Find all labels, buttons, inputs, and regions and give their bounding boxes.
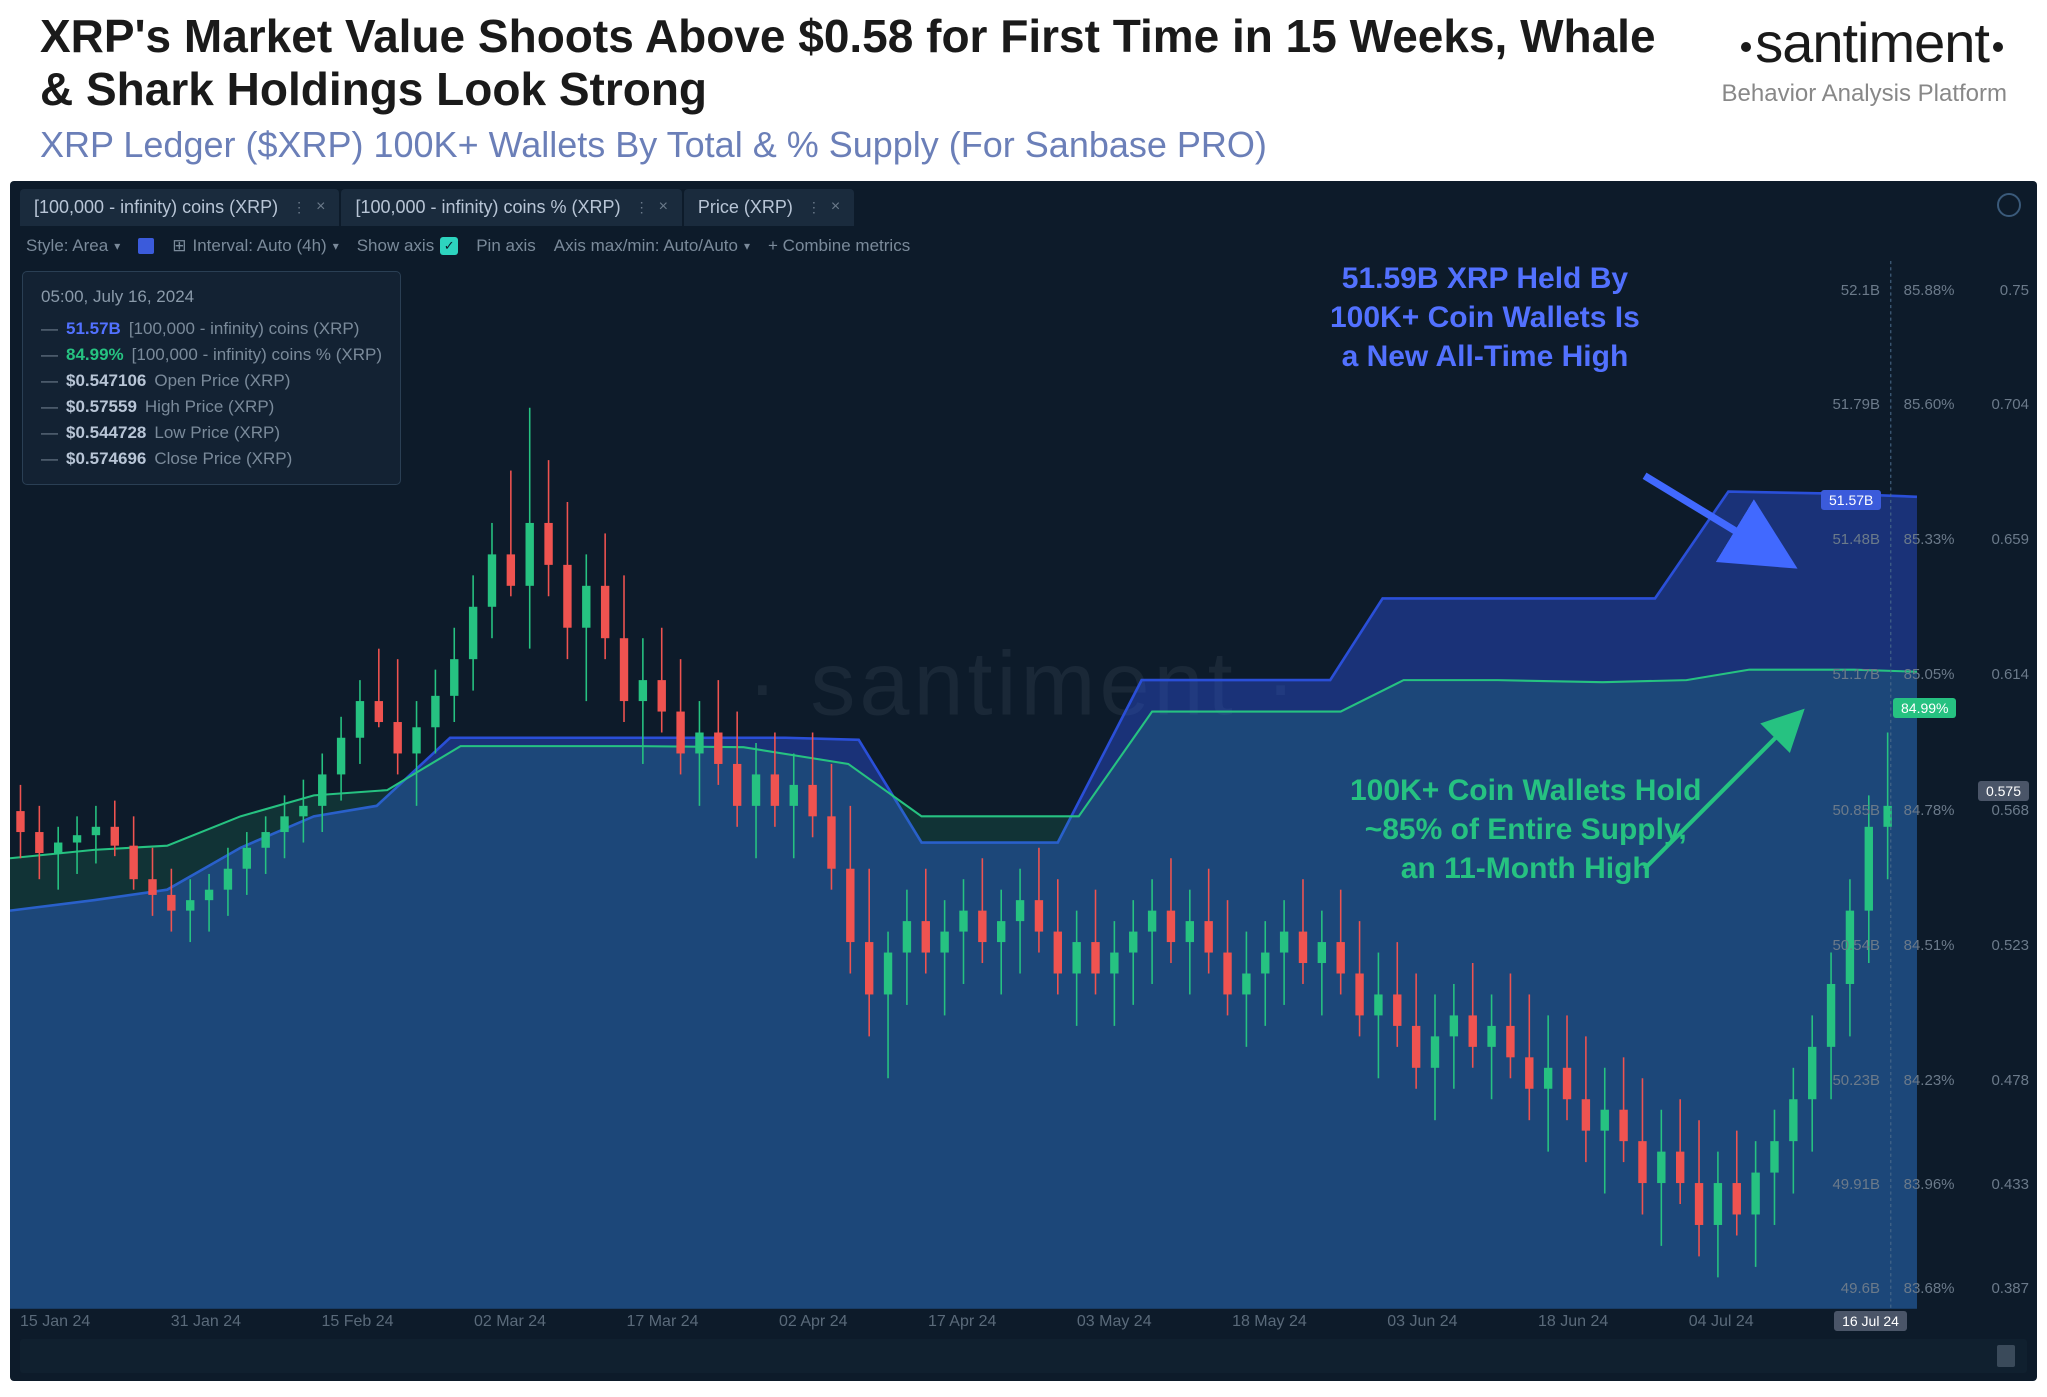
- x-tick-label: 04 Jul 24: [1689, 1313, 1754, 1331]
- info-row: — $0.574696 Close Price (XRP): [41, 446, 382, 472]
- x-tick-label: 15 Feb 24: [321, 1313, 393, 1331]
- x-tick-label: 31 Jan 24: [171, 1313, 241, 1331]
- pin-axis-toggle[interactable]: Pin axis: [476, 236, 536, 256]
- info-row: — $0.547106 Open Price (XRP): [41, 368, 382, 394]
- x-tick-label: 02 Mar 24: [474, 1313, 546, 1331]
- y-badge-green: 84.99%: [1893, 698, 1956, 718]
- series-color-swatch[interactable]: [138, 238, 154, 254]
- axis-range-selector[interactable]: Axis max/min: Auto/Auto ▾: [554, 236, 750, 256]
- tab-close-icon[interactable]: ×: [659, 198, 668, 216]
- tab-label: Price (XRP): [698, 197, 793, 218]
- tab-close-icon[interactable]: ×: [831, 198, 840, 216]
- info-row: — $0.544728 Low Price (XRP): [41, 420, 382, 446]
- y-tick: 50.85B84.78%0.568: [1817, 802, 2037, 819]
- y-tick: 50.54B84.51%0.523: [1817, 937, 2037, 954]
- y-axis: 52.1B85.88%0.75 51.79B85.60%0.704 51.48B85…: [1817, 261, 2037, 1301]
- metric-tabs: [100,000 - infinity) coins (XRP)⋮×[100,0…: [10, 181, 2037, 226]
- metric-tab-0[interactable]: [100,000 - infinity) coins (XRP) ⋮ ×: [20, 189, 339, 226]
- chart-container: [100,000 - infinity) coins (XRP)⋮×[100,0…: [10, 181, 2037, 1381]
- page-title: XRP's Market Value Shoots Above $0.58 fo…: [40, 10, 1692, 116]
- y-tick: 49.91B83.96%0.433: [1817, 1176, 2037, 1193]
- x-tick-label: 15 Jan 24: [20, 1313, 90, 1331]
- show-axis-toggle[interactable]: Show axis ✓: [357, 236, 458, 256]
- x-tick-label: 03 Jun 24: [1387, 1313, 1457, 1331]
- fullscreen-icon[interactable]: [1997, 193, 2021, 217]
- x-tick-label: 18 Jun 24: [1538, 1313, 1608, 1331]
- tab-label: [100,000 - infinity) coins (XRP): [34, 197, 278, 218]
- hover-info-panel: 05:00, July 16, 2024 — 51.57B [100,000 -…: [22, 271, 401, 485]
- tab-menu-icon[interactable]: ⋮: [807, 199, 821, 216]
- tab-close-icon[interactable]: ×: [316, 198, 325, 216]
- y-badge-blue: 51.57B: [1821, 490, 1881, 510]
- metric-tab-1[interactable]: [100,000 - infinity) coins % (XRP) ⋮ ×: [341, 189, 681, 226]
- annotation-blue: 51.59B XRP Held By100K+ Coin Wallets Isa…: [1330, 259, 1640, 376]
- info-row: — 84.99% [100,000 - infinity) coins % (X…: [41, 342, 382, 368]
- green-area-series: [10, 669, 1917, 1308]
- tagline: Behavior Analysis Platform: [1722, 80, 2007, 108]
- annotation-green: 100K+ Coin Wallets Hold~85% of Entire Su…: [1350, 771, 1701, 888]
- x-tick-label: 03 May 24: [1077, 1313, 1152, 1331]
- x-tick-label: 18 May 24: [1232, 1313, 1307, 1331]
- x-tick-label: 17 Mar 24: [626, 1313, 698, 1331]
- chart-toolbar: Style: Area ▾ ⊞ Interval: Auto (4h) ▾ Sh…: [10, 226, 2037, 266]
- style-selector[interactable]: Style: Area ▾: [26, 236, 120, 256]
- interval-selector[interactable]: ⊞ Interval: Auto (4h) ▾: [172, 236, 338, 256]
- metric-tab-2[interactable]: Price (XRP) ⋮ ×: [684, 189, 854, 226]
- x-axis: 15 Jan 24 31 Jan 24 15 Feb 24 02 Mar 24 17 M…: [20, 1313, 1907, 1331]
- info-row: — 51.57B [100,000 - infinity) coins (XRP…: [41, 316, 382, 342]
- header: XRP's Market Value Shoots Above $0.58 fo…: [0, 0, 2047, 171]
- info-row: — $0.57559 High Price (XRP): [41, 394, 382, 420]
- scroll-thumb[interactable]: [1997, 1345, 2015, 1367]
- y-tick: 51.79B85.60%0.704: [1817, 396, 2037, 413]
- x-tick-label: 17 Apr 24: [928, 1313, 997, 1331]
- tab-menu-icon[interactable]: ⋮: [635, 199, 649, 216]
- logo: santiment: [1722, 10, 2007, 75]
- y-tick: 51.48B85.33%0.659: [1817, 531, 2037, 548]
- tab-menu-icon[interactable]: ⋮: [292, 199, 306, 216]
- page-subtitle: XRP Ledger ($XRP) 100K+ Wallets By Total…: [40, 124, 1692, 166]
- y-badge-price: 0.575: [1978, 781, 2029, 801]
- combine-metrics-button[interactable]: + Combine metrics: [768, 236, 910, 256]
- x-tick-label: 02 Apr 24: [779, 1313, 848, 1331]
- tab-label: [100,000 - infinity) coins % (XRP): [355, 197, 620, 218]
- y-tick: 51.17B85.05%0.614: [1817, 666, 2037, 683]
- y-tick: 50.23B84.23%0.478: [1817, 1072, 2037, 1089]
- info-timestamp: 05:00, July 16, 2024: [41, 284, 382, 310]
- y-tick: 52.1B85.88%0.75: [1817, 282, 2037, 299]
- y-tick: 49.6B83.68%0.387: [1817, 1280, 2037, 1297]
- time-scrollbar[interactable]: [20, 1339, 2027, 1373]
- x-tick-label: 16 Jul 24: [1834, 1313, 1907, 1331]
